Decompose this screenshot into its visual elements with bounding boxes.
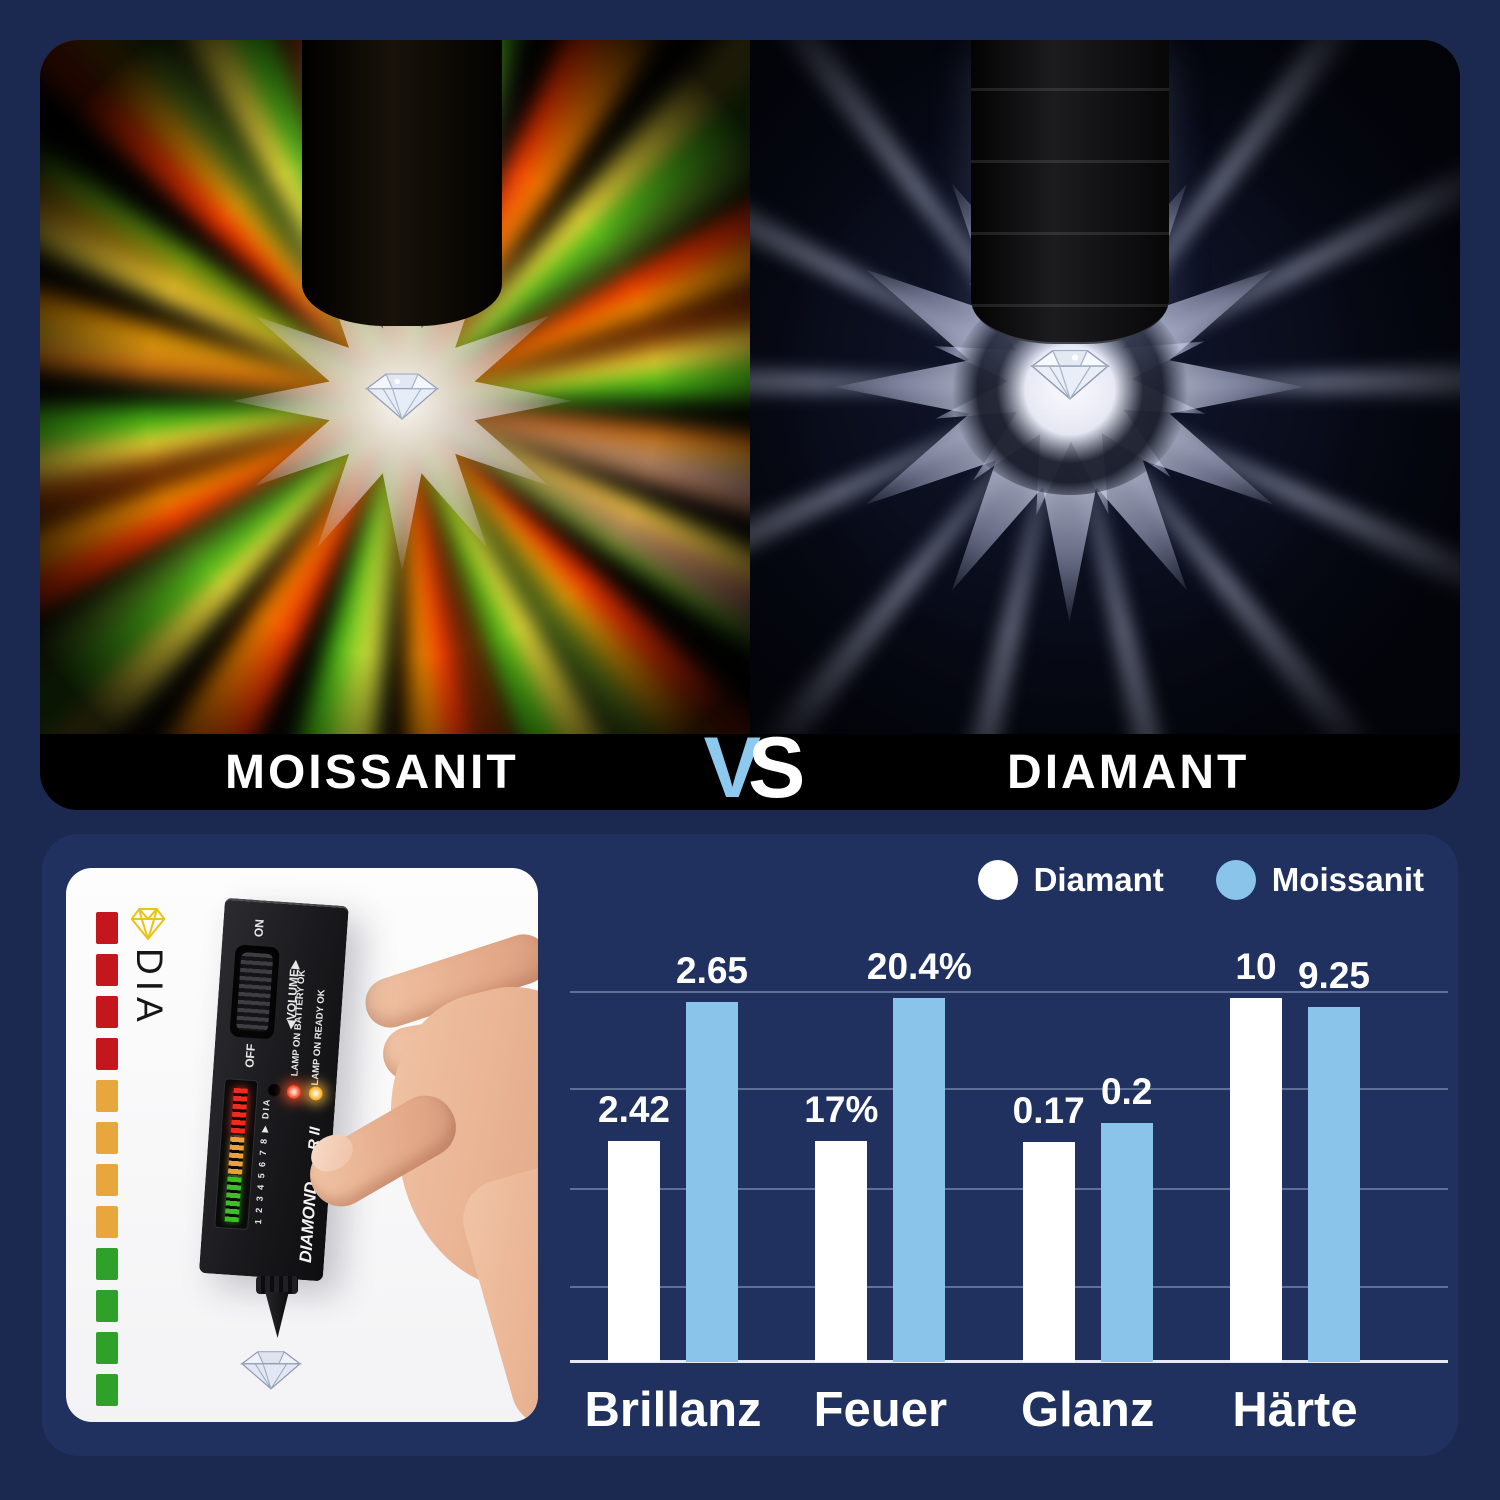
bargraph-amber-segments (227, 1136, 245, 1176)
bar-group-feuer: 17% 20.4% (804, 946, 972, 1362)
category-glanz: Glanz (1020, 1383, 1155, 1437)
speaker-hole (267, 1083, 282, 1098)
led-bargraph-window (214, 1078, 259, 1231)
moissanit-bar (1307, 1007, 1360, 1362)
bar-group-glanz: 0.17 0.2 (1013, 946, 1153, 1362)
bar-value-label: 20.4% (866, 946, 972, 987)
diamant-caption: DIAMANT (1007, 745, 1250, 799)
device-on-label: ON (251, 918, 267, 938)
bar-value-label: 0.17 (1012, 1090, 1085, 1131)
moissanit-gem (362, 367, 442, 423)
bar-value-label: 2.42 (598, 1089, 671, 1130)
bar-column: 10 (1229, 946, 1282, 1362)
diamant-dispersion-photo (750, 40, 1460, 734)
scale-square-green (96, 1374, 118, 1406)
diamant-legend-dot (977, 860, 1018, 900)
diamant-bar (815, 1141, 868, 1362)
category-feuer: Feuer (813, 1383, 948, 1437)
moissanit-dispersion-photo (40, 40, 750, 734)
tester-light-cylinder (302, 40, 503, 326)
bar-column: 20.4% (867, 946, 972, 1362)
hero-caption-band: MOISSANIT VS DIAMANT (40, 725, 1460, 810)
scale-square-green (96, 1290, 118, 1322)
diamant-bar (1022, 1142, 1075, 1362)
category-brillanz: Brillanz (584, 1383, 762, 1437)
bar-column: 9.25 (1298, 946, 1370, 1362)
gridline (570, 1088, 1448, 1090)
scale-square-amber (96, 1122, 118, 1154)
bar-column: 0.2 (1100, 946, 1153, 1362)
bar-value-label: 10 (1235, 946, 1277, 987)
bar-value-label: 0.2 (1100, 1071, 1153, 1112)
scale-square-red (96, 954, 118, 986)
legend-label: Diamant (1033, 861, 1164, 898)
tested-gem (238, 1346, 304, 1392)
bar-column: 0.17 (1013, 946, 1085, 1362)
scale-square-red (96, 996, 118, 1028)
scale-square-amber (96, 1206, 118, 1238)
photo-row (40, 40, 1460, 734)
diamond-tester-device: ON OFF ◀VOLUME▶ LAMP ON BATTERY OK LAMP … (198, 897, 349, 1282)
bar-column: 2.42 (598, 946, 670, 1362)
chart-legend: Diamant Moissanit (977, 860, 1424, 900)
bar-value-label: 2.65 (676, 950, 749, 991)
scale-square-red (96, 912, 118, 944)
bar-value-label: 9.25 (1297, 955, 1370, 996)
volume-wheel-slot (229, 944, 280, 1040)
vs-letter-v: V (703, 720, 761, 810)
gridline (570, 1286, 1448, 1288)
hero-comparison-card: MOISSANIT VS DIAMANT (40, 40, 1460, 810)
gridline (570, 991, 1448, 993)
x-axis-baseline (570, 1360, 1448, 1363)
device-ready-label: LAMP ON READY OK (309, 989, 328, 1086)
bargraph-red-segments (230, 1087, 248, 1136)
moissanit-bar (1100, 1123, 1153, 1362)
bar-group-brillanz: 2.42 2.65 (598, 946, 748, 1362)
tester-probe-tip (265, 1292, 289, 1338)
moissanit-caption: MOISSANIT (224, 745, 519, 799)
moissanit-bar (893, 998, 946, 1362)
scale-square-green (96, 1332, 118, 1364)
tester-photo-card: DIA ON OFF ◀VOLUME▶ LAMP O (66, 868, 538, 1422)
tester-probe-neck (256, 1276, 298, 1294)
dia-text-label: DIA (129, 948, 170, 1028)
category-labels-row: Brillanz Feuer Glanz Härte (570, 1382, 1448, 1438)
scale-square-red (96, 1038, 118, 1070)
diamant-bar (1229, 998, 1282, 1362)
diamond-outline-icon (130, 908, 166, 940)
bargraph-green-segments (224, 1176, 242, 1223)
volume-wheel (235, 951, 274, 1032)
ready-led (308, 1085, 324, 1101)
bar-column: 2.65 (676, 946, 748, 1362)
tester-light-cylinder (970, 40, 1169, 344)
scale-square-amber (96, 1164, 118, 1196)
diamant-bar (608, 1141, 660, 1362)
device-off-label: OFF (242, 1043, 259, 1069)
legend-item-moissanit: Moissanit (1215, 860, 1424, 900)
legend-item-diamant: Diamant (977, 860, 1164, 900)
gridline (570, 1188, 1448, 1190)
bar-value-label: 17% (804, 1089, 879, 1130)
bar-column: 17% (804, 946, 878, 1362)
vs-label: VS (704, 725, 806, 810)
bar-group-haerte: 10 9.25 (1229, 946, 1370, 1362)
stats-panel: Diamant Moissanit (42, 834, 1458, 1456)
diamant-gem (1027, 343, 1113, 403)
scale-square-amber (96, 1080, 118, 1112)
comparison-bar-chart: 2.42 2.65 17% 20.4% (570, 946, 1448, 1363)
vs-letter-s: S (748, 720, 805, 810)
category-haerte: Härte (1232, 1383, 1358, 1437)
moissanit-bar (686, 1002, 738, 1362)
scale-square-green (96, 1248, 118, 1280)
moissanit-legend-dot (1215, 860, 1256, 900)
legend-label: Moissanit (1271, 861, 1424, 898)
tester-scene: ON OFF ◀VOLUME▶ LAMP ON BATTERY OK LAMP … (66, 868, 538, 1422)
battery-led (286, 1084, 302, 1100)
